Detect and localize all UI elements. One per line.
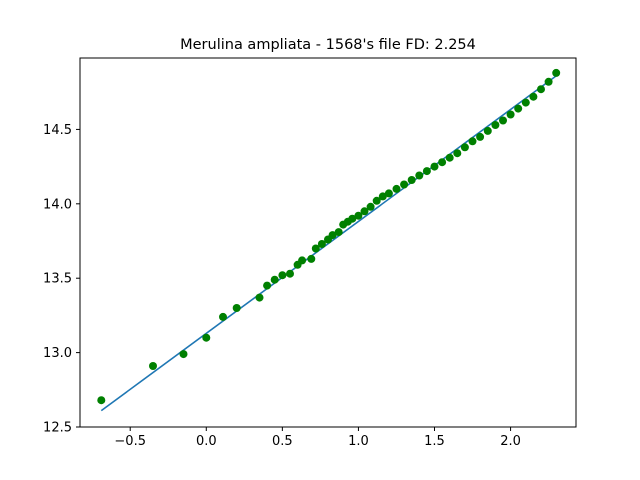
data-point — [453, 149, 462, 158]
data-point — [179, 350, 188, 359]
data-point — [422, 167, 431, 176]
data-point — [149, 362, 157, 370]
x-tick-label: 0.0 — [196, 434, 217, 449]
data-point — [476, 132, 485, 141]
data-point — [298, 256, 307, 265]
axes-frame — [79, 57, 577, 428]
data-point — [317, 240, 326, 248]
data-point — [286, 269, 294, 278]
chart-title: Merulina ampliata - 1568's file FD: 2.25… — [180, 37, 476, 53]
data-point — [445, 153, 454, 162]
x-axis: −0.5 0.0 0.5 1.0 1.5 2.0 — [114, 427, 521, 449]
data-point — [255, 293, 264, 302]
data-point — [400, 180, 409, 189]
y-tick-label: 13.5 — [43, 272, 72, 287]
data-point — [270, 275, 279, 284]
x-tick-label: 1.0 — [348, 434, 369, 449]
data-point — [219, 312, 227, 321]
x-tick-label: 1.5 — [424, 434, 445, 449]
data-point — [202, 333, 211, 342]
data-point — [438, 158, 447, 167]
data-point — [348, 214, 357, 223]
data-point — [460, 143, 469, 152]
y-tick-label: 14.5 — [43, 123, 72, 138]
x-tick-label: 2.0 — [500, 434, 521, 449]
y-tick-label: 14.0 — [43, 197, 72, 212]
y-axis: 12.5 13.0 13.5 14.0 14.5 — [43, 123, 80, 436]
data-point — [97, 396, 106, 405]
y-tick-label: 12.5 — [43, 421, 72, 436]
data-point — [366, 202, 375, 211]
data-point — [328, 231, 337, 240]
data-point — [552, 68, 561, 77]
data-point — [407, 176, 416, 184]
data-point — [499, 116, 507, 125]
data-point — [232, 304, 241, 312]
data-point — [468, 137, 477, 146]
data-point — [392, 184, 401, 193]
data-point — [430, 162, 439, 171]
data-point — [307, 254, 316, 263]
x-tick-label: 0.5 — [272, 434, 293, 449]
data-point — [278, 271, 287, 280]
data-point — [360, 207, 369, 216]
data-point — [529, 92, 538, 101]
data-point — [491, 121, 500, 129]
data-point — [354, 211, 363, 220]
data-point — [521, 98, 530, 107]
data-point — [378, 192, 387, 201]
data-point — [514, 104, 523, 113]
y-tick-label: 13.0 — [43, 346, 72, 361]
data-point — [334, 228, 343, 237]
x-tick-label: −0.5 — [114, 434, 146, 449]
data-point — [506, 110, 515, 119]
data-point — [537, 85, 545, 94]
plot-area — [97, 68, 561, 412]
data-point — [372, 196, 381, 205]
data-point — [483, 126, 492, 135]
data-point — [311, 244, 320, 253]
data-point — [544, 77, 553, 86]
data-point — [263, 281, 272, 290]
data-point — [415, 171, 424, 180]
data-point — [384, 189, 393, 198]
